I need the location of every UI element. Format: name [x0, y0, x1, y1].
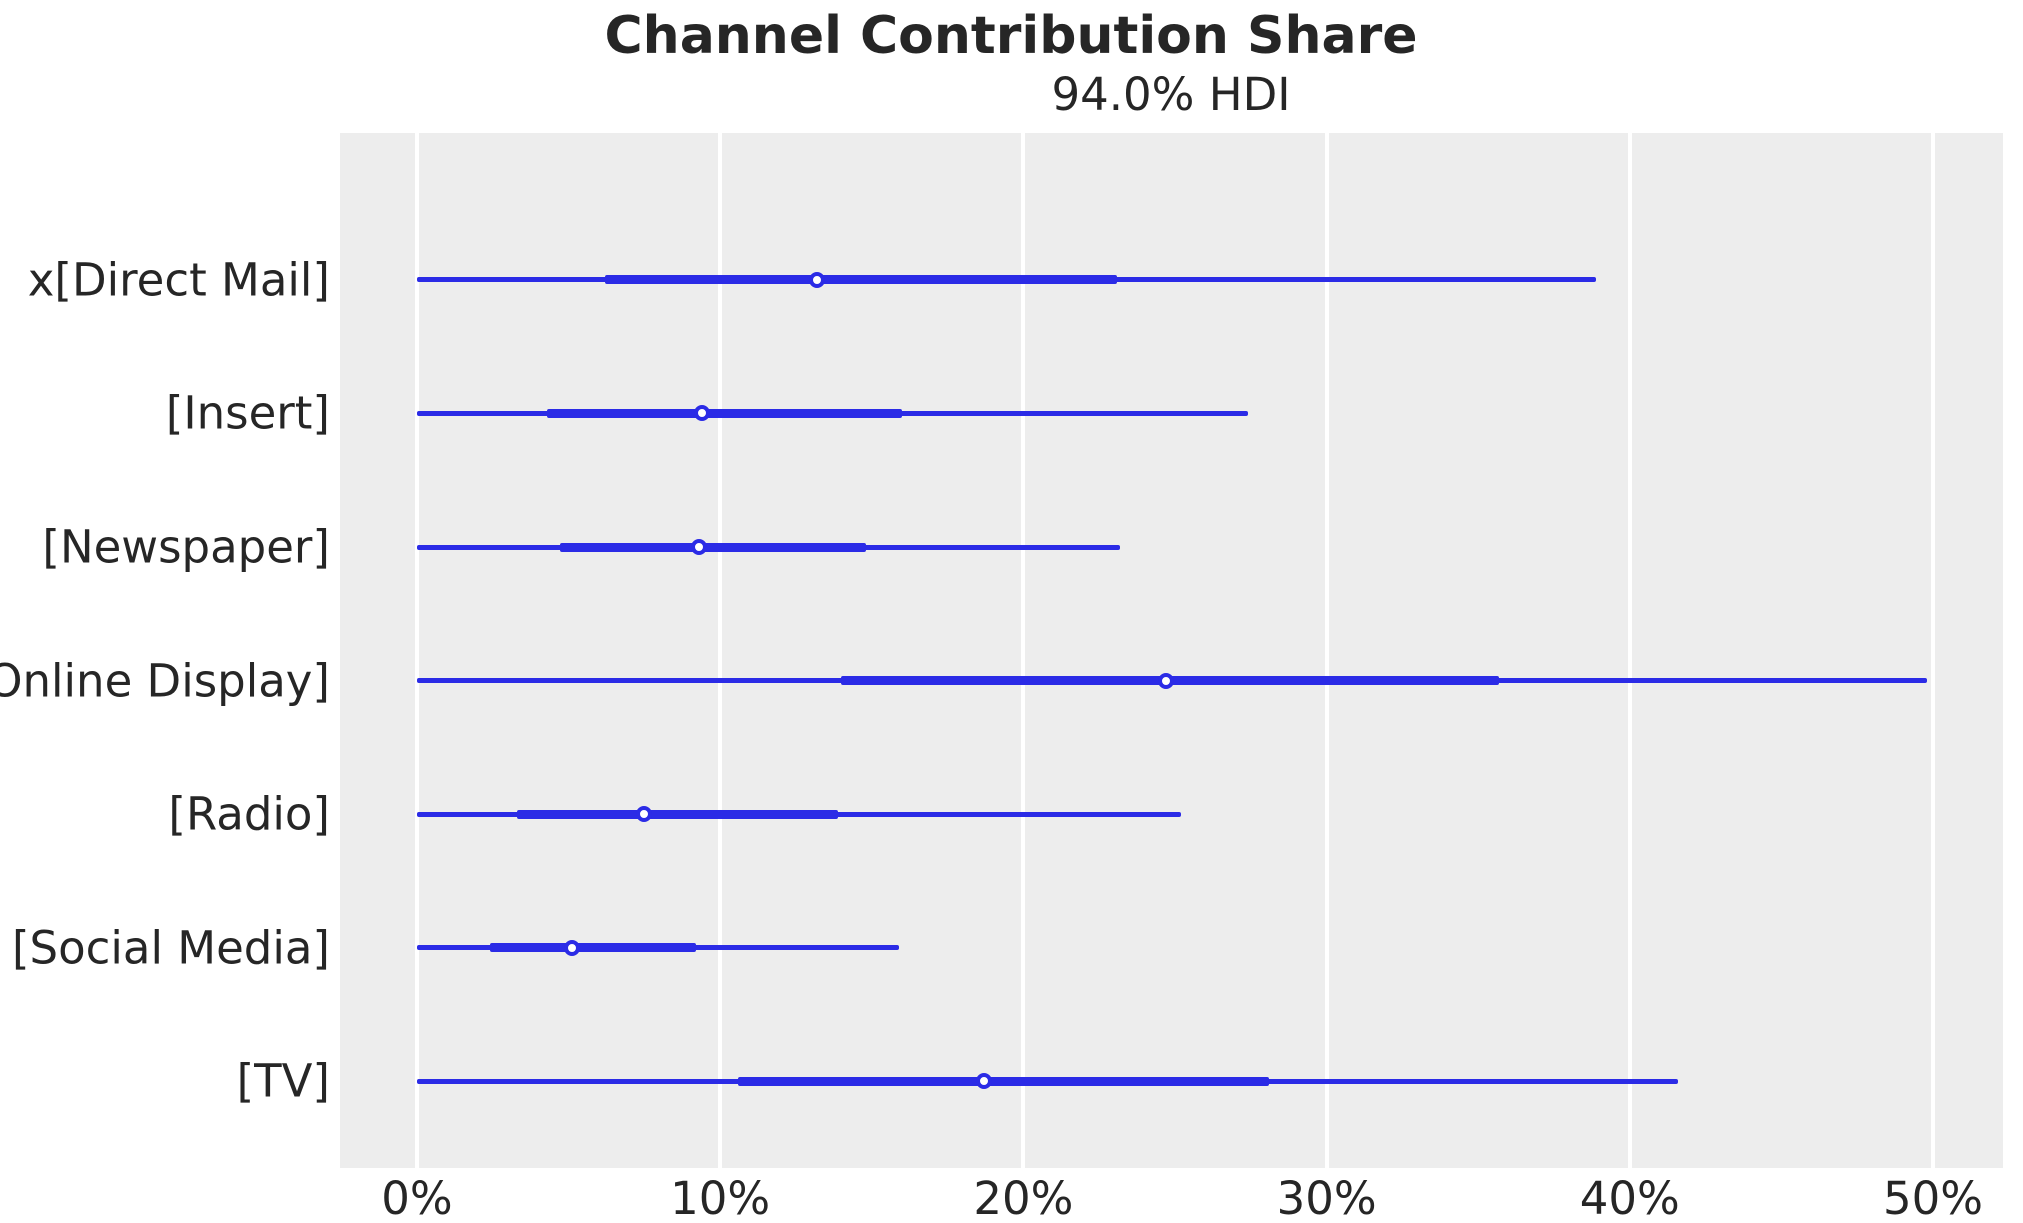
gridline [1627, 133, 1632, 1168]
hdi-subtitle: 94.0% HDI [1051, 68, 1291, 121]
x-tick-label: 40% [1579, 1172, 1680, 1223]
quartile-interval-line [547, 408, 903, 418]
quartile-interval-line [738, 1076, 1269, 1086]
x-axis-labels: 0% 10% 20% 30% 40% 50% [340, 1172, 2003, 1223]
x-tick-label: 10% [670, 1172, 771, 1223]
point-estimate-marker [636, 806, 653, 823]
point-estimate-marker [975, 1073, 992, 1090]
y-tick-label: [Insert] [165, 386, 330, 440]
y-axis-labels: x[Direct Mail] [Insert] [Newspaper] [Online… [0, 133, 330, 1168]
x-tick-label: 50% [1882, 1172, 1983, 1223]
quartile-interval-line [517, 809, 839, 819]
gridline [1021, 133, 1026, 1168]
x-tick-label: 30% [1276, 1172, 1377, 1223]
quartile-interval-line [604, 275, 1118, 285]
quartile-interval-line [559, 542, 866, 552]
quartile-interval-line [489, 943, 696, 953]
point-estimate-marker [690, 539, 707, 555]
point-estimate-marker [563, 939, 580, 956]
plot-area [340, 133, 2003, 1168]
x-tick-label: 0% [381, 1172, 453, 1223]
gridline [415, 133, 419, 1168]
y-tick-label: [Online Display] [0, 654, 330, 707]
gridline [1324, 133, 1329, 1168]
y-tick-label: x[Direct Mail] [27, 253, 330, 307]
gridline [718, 133, 723, 1168]
point-estimate-marker [694, 405, 710, 422]
point-estimate-marker [809, 271, 826, 288]
gridline [1930, 133, 1935, 1168]
y-tick-label: [Social Media] [12, 921, 330, 975]
x-tick-label: 20% [973, 1172, 1074, 1223]
point-estimate-marker [1157, 672, 1174, 689]
y-tick-label: [TV] [236, 1054, 330, 1108]
chart-title: Channel Contribution Share [604, 6, 1418, 66]
y-tick-label: [Newspaper] [42, 520, 330, 574]
y-tick-label: [Radio] [168, 787, 330, 841]
